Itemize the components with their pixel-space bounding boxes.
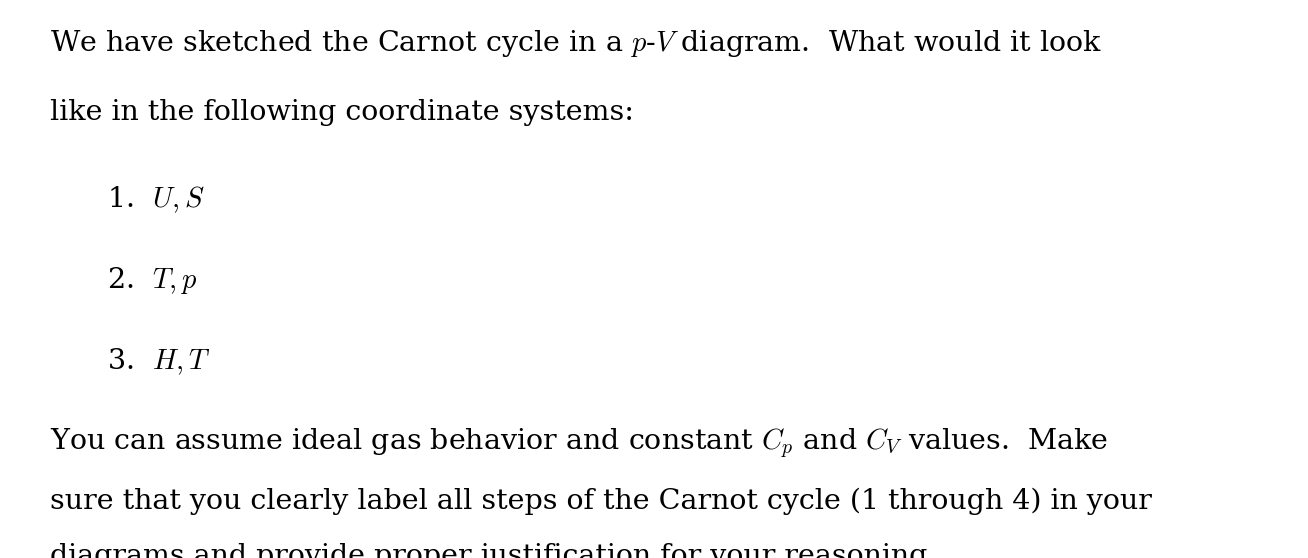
Text: diagrams and provide proper justification for your reasoning.: diagrams and provide proper justificatio… [50,543,937,558]
Text: 3.  $H, T$: 3. $H, T$ [107,346,211,377]
Text: like in the following coordinate systems:: like in the following coordinate systems… [50,99,633,126]
Text: 1.  $U, S$: 1. $U, S$ [107,184,205,215]
Text: You can assume ideal gas behavior and constant $C_p$ and $C_V$ values.  Make: You can assume ideal gas behavior and co… [50,427,1108,460]
Text: We have sketched the Carnot cycle in a $p$-$V$ diagram.  What would it look: We have sketched the Carnot cycle in a $… [50,27,1101,59]
Text: 2.  $T, p$: 2. $T, p$ [107,264,198,296]
Text: sure that you clearly label all steps of the Carnot cycle (1 through 4) in your: sure that you clearly label all steps of… [50,488,1151,515]
